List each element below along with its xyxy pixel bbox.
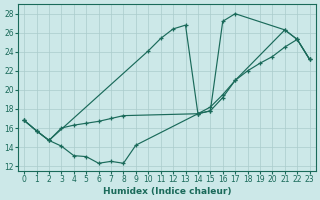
X-axis label: Humidex (Indice chaleur): Humidex (Indice chaleur) (103, 187, 231, 196)
